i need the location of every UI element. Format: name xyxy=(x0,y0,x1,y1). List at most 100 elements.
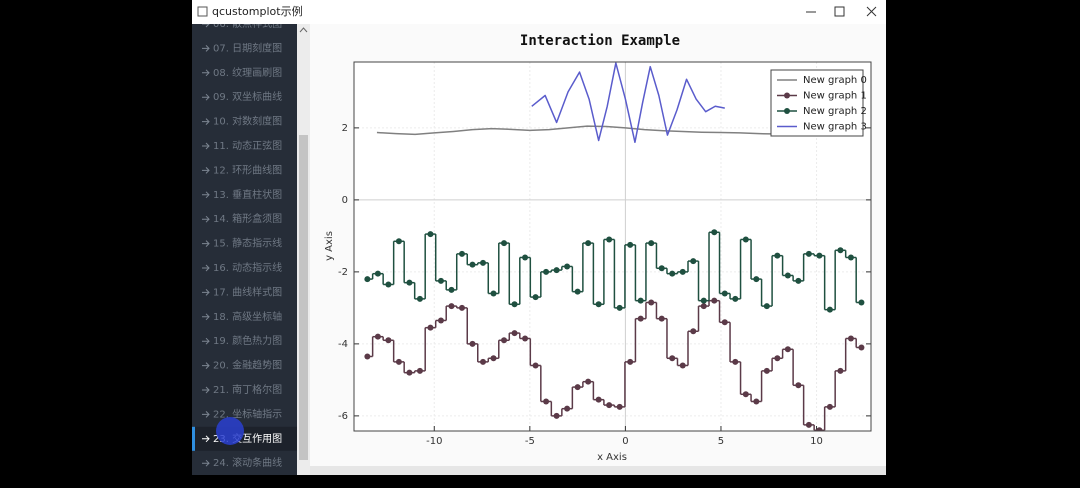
sidebar-item[interactable]: 16. 动态指示线 xyxy=(213,261,282,274)
data-point xyxy=(395,358,402,365)
sidebar-item[interactable]: 17. 曲线样式图 xyxy=(213,285,282,298)
data-point xyxy=(427,324,434,331)
x-tick-label: 5 xyxy=(718,436,724,447)
title-bar xyxy=(192,0,886,24)
data-point xyxy=(816,252,823,259)
data-point xyxy=(753,276,760,283)
data-point xyxy=(374,333,381,340)
data-point xyxy=(364,353,371,360)
scroll-up[interactable] xyxy=(299,27,308,33)
y-tick-label: -2 xyxy=(338,267,348,278)
item-arrow xyxy=(202,435,210,443)
data-point xyxy=(574,384,581,391)
data-point xyxy=(816,427,823,431)
data-point xyxy=(795,277,802,284)
chart: Interaction Example x Axis y Axis -10 -5 0… xyxy=(324,33,872,463)
data-point xyxy=(553,267,560,274)
data-point xyxy=(616,403,623,410)
sidebar-item[interactable]: 22. 坐标轴指示 xyxy=(213,407,282,420)
data-point xyxy=(784,346,791,353)
data-point xyxy=(742,236,749,243)
data-point xyxy=(490,355,497,362)
data-point xyxy=(585,378,592,385)
data-point xyxy=(448,303,455,310)
sidebar-item[interactable]: 10. 对数刻度图 xyxy=(213,115,282,128)
legend-marker xyxy=(784,108,790,114)
sidebar-item[interactable]: 18. 高级坐标轴 xyxy=(213,310,282,323)
legend-label: New graph 0 xyxy=(803,75,867,86)
data-point xyxy=(480,358,487,365)
x-tick-label: -5 xyxy=(525,436,535,447)
selected-indicator xyxy=(192,426,195,451)
item-arrow xyxy=(202,191,210,199)
y-tick-label: 0 xyxy=(342,195,348,206)
data-point xyxy=(480,259,487,266)
sidebar-item[interactable]: 20. 金融趋势图 xyxy=(213,359,282,372)
item-arrow xyxy=(202,45,210,52)
data-point xyxy=(385,337,392,344)
data-point xyxy=(658,315,665,322)
sidebar-item[interactable]: 11. 动态正弦图 xyxy=(213,139,282,152)
data-point xyxy=(427,231,434,238)
data-point xyxy=(669,270,676,277)
sidebar-item[interactable]: 06. 散点样式图 xyxy=(213,17,282,30)
data-point xyxy=(711,229,718,236)
scrollbar-thumb[interactable] xyxy=(299,135,308,460)
y-axis-label: y Axis xyxy=(324,231,335,261)
item-arrow xyxy=(202,289,210,296)
window-title: qcustomplot示例 xyxy=(212,4,303,18)
sidebar-item[interactable]: 07. 日期刻度图 xyxy=(213,41,282,54)
data-point xyxy=(627,358,634,365)
data-point xyxy=(658,265,665,272)
data-point xyxy=(721,319,728,326)
sidebar-item[interactable]: 21. 南丁格尔图 xyxy=(213,383,282,396)
sidebar-item[interactable]: 24. 滚动条曲线 xyxy=(213,456,282,469)
item-arrow xyxy=(202,24,210,28)
data-point xyxy=(837,367,844,374)
x-tick-label: 10 xyxy=(810,436,823,447)
data-point xyxy=(553,412,560,419)
cursor-highlight xyxy=(216,417,244,445)
data-point xyxy=(490,290,497,297)
data-point xyxy=(826,306,833,313)
sidebar-item[interactable]: 09. 双坐标曲线 xyxy=(213,90,282,103)
series-line xyxy=(531,62,725,144)
data-point xyxy=(564,263,571,270)
sidebar-item[interactable]: 14. 箱形盒须图 xyxy=(213,212,282,225)
maximize-button[interactable] xyxy=(834,6,845,17)
data-point xyxy=(732,358,739,365)
sidebar-item[interactable]: 08. 纹理画刷图 xyxy=(213,66,282,79)
sidebar-item[interactable]: 12. 环形曲线图 xyxy=(213,163,282,176)
data-point xyxy=(805,250,812,257)
item-arrow xyxy=(202,167,210,174)
sidebar-item[interactable]: 13. 垂直柱状图 xyxy=(213,188,282,201)
y-tick-label: -4 xyxy=(338,339,348,350)
data-point xyxy=(774,252,781,259)
data-point xyxy=(648,240,655,247)
data-point xyxy=(606,236,613,243)
sidebar-item[interactable]: 19. 颜色热力图 xyxy=(213,334,282,347)
close-button[interactable] xyxy=(866,6,877,17)
data-point xyxy=(627,241,634,248)
chart-title: Interaction Example xyxy=(520,33,680,49)
data-point xyxy=(837,247,844,254)
data-point xyxy=(532,362,539,369)
bottom-bar xyxy=(310,466,886,475)
legend-label: New graph 1 xyxy=(803,91,867,102)
data-point xyxy=(763,303,770,310)
data-point xyxy=(522,335,529,342)
legend-marker xyxy=(784,92,790,99)
data-point xyxy=(564,405,571,412)
data-point xyxy=(679,362,686,369)
sidebar-item[interactable]: 15. 静态指示线 xyxy=(213,237,282,250)
x-axis-label: x Axis xyxy=(597,452,627,463)
item-arrow xyxy=(202,142,210,150)
data-point xyxy=(595,396,602,403)
axis-frame xyxy=(353,61,872,432)
item-arrow xyxy=(202,313,210,321)
data-point xyxy=(690,258,697,265)
data-point xyxy=(805,421,812,428)
item-arrow xyxy=(202,411,210,418)
data-point xyxy=(648,299,655,306)
